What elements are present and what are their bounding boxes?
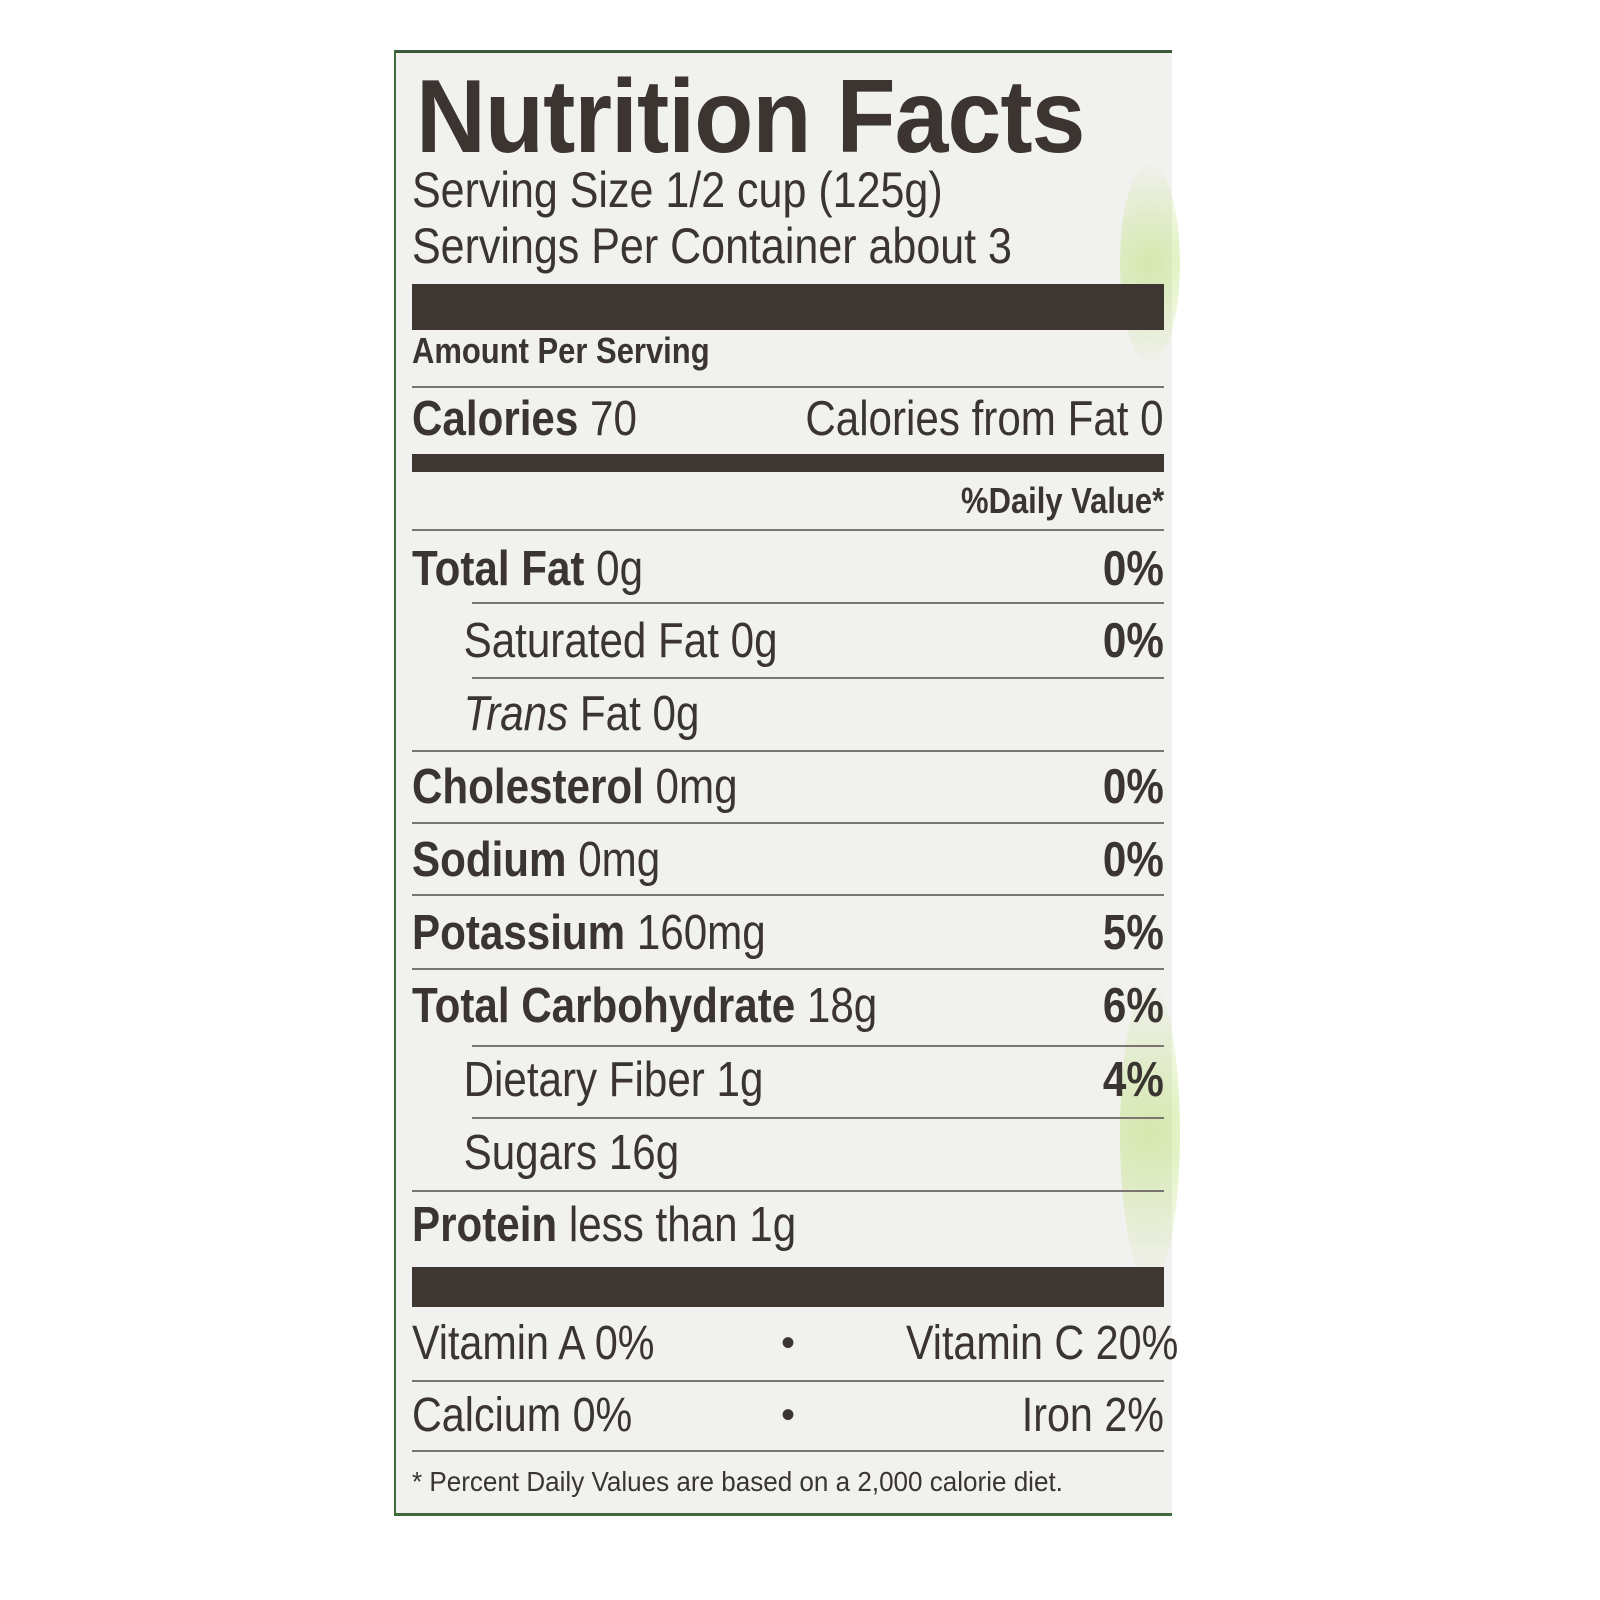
medium-divider: [412, 454, 1164, 472]
divider: [412, 894, 1164, 896]
divider: [472, 1117, 1164, 1119]
title: Nutrition Facts: [416, 59, 1085, 175]
divider: [412, 1450, 1164, 1452]
nutrient-row-total-carbohydrate: Total Carbohydrate 18g 6%: [412, 979, 1164, 1033]
footnote: * Percent Daily Values are based on a 2,…: [412, 1466, 1063, 1497]
calories-label: Calories: [412, 392, 579, 446]
nutrient-row-sodium: Sodium 0mg 0%: [412, 833, 1164, 887]
amount-per-serving: Amount Per Serving: [412, 330, 710, 371]
nutrient-row-saturated-fat: Saturated Fat 0g 0%: [463, 614, 1164, 668]
thick-divider: [412, 1267, 1164, 1307]
green-smudge: [1120, 163, 1180, 363]
divider: [472, 677, 1164, 679]
divider: [472, 1045, 1164, 1047]
vitamin-row: Vitamin A 0% • Vitamin C 20%: [412, 1316, 1179, 1370]
calories-value: 70: [590, 392, 637, 446]
calories-from-fat: Calories from Fat 0: [805, 392, 1164, 446]
nutrient-row-protein: Protein less than 1g: [412, 1198, 797, 1252]
divider: [412, 1190, 1164, 1192]
calories-row: Calories 70 Calories from Fat 0: [412, 385, 1164, 453]
green-smudge: [1120, 983, 1180, 1283]
divider: [412, 750, 1164, 752]
daily-value-header: %Daily Value*: [960, 480, 1164, 521]
divider: [412, 968, 1164, 970]
divider: [472, 602, 1164, 604]
nutrient-row-sugars: Sugars 16g: [463, 1126, 680, 1180]
divider: [412, 386, 1164, 388]
nutrient-row-trans-fat: Trans Fat 0g: [463, 687, 700, 741]
servings-per-container: Servings Per Container about 3: [412, 218, 1012, 274]
divider: [412, 822, 1164, 824]
divider: [412, 529, 1164, 531]
thick-divider: [412, 284, 1164, 330]
nutrient-row-cholesterol: Cholesterol 0mg 0%: [412, 760, 1164, 814]
vitamin-row: Calcium 0% • Iron 2%: [412, 1388, 1164, 1442]
serving-size: Serving Size 1/2 cup (125g): [412, 162, 943, 218]
nutrient-row-total-fat: Total Fat 0g 0%: [412, 542, 1164, 596]
nutrient-row-dietary-fiber: Dietary Fiber 1g 4%: [463, 1053, 1164, 1107]
divider: [412, 1380, 1164, 1382]
nutrition-facts-label: Nutrition Facts Serving Size 1/2 cup (12…: [394, 50, 1180, 1516]
nutrient-row-potassium: Potassium 160mg 5%: [412, 906, 1164, 960]
